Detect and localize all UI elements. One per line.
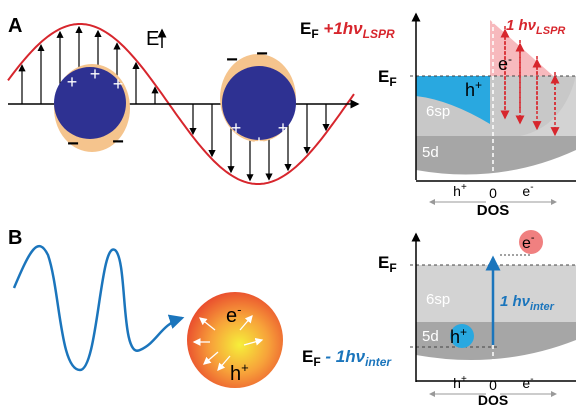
axis-label: e- [522,182,533,199]
charge: + [254,132,265,152]
band-label: 5d [422,328,439,345]
energy-label: EF +1hνLSPR [300,19,395,41]
axis-label: h+ [453,182,467,199]
band-5d [416,322,576,360]
axis-label: 0 [489,377,497,393]
photon-label: 1 hνLSPR [506,17,565,37]
figure: A E + + + − − + + + − − EF +1hνLSPR 1 hν… [0,0,579,405]
field-label: E [146,28,159,50]
panel-label: B [8,227,22,249]
panel-label: A [8,15,22,37]
band-5d [416,136,576,175]
axis-label: e- [522,374,533,391]
axis-label: h+ [453,374,467,391]
axis-title: DOS [478,392,508,405]
band-label: 6sp [426,103,450,120]
fermi-label: EF [378,67,397,89]
charge: + [90,64,101,84]
charge: + [231,118,242,138]
charge: − [112,131,124,153]
charge: − [67,133,79,155]
band-label: 5d [422,144,439,161]
fermi-label: EF [378,253,397,275]
axis-label: 0 [489,185,497,201]
energy-label: EF - 1hνinter [302,347,392,369]
charge: + [67,72,78,92]
charge: − [226,49,238,71]
band-label: 6sp [426,291,450,308]
charge: + [113,74,124,94]
charge: + [278,118,289,138]
axis-title: DOS [477,202,510,219]
charge: − [256,43,268,65]
light-wave [14,246,182,370]
